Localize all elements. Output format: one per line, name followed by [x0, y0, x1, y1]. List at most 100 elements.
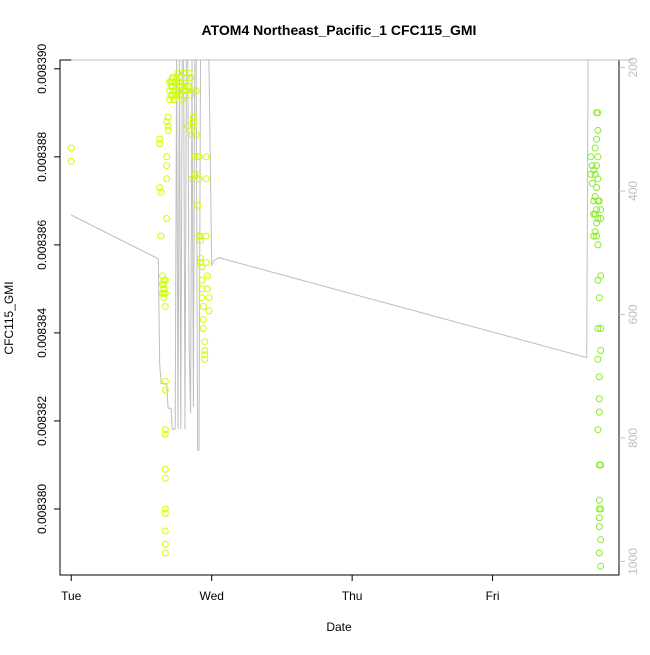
data-point — [161, 505, 169, 513]
data-point — [157, 232, 165, 240]
data-point — [597, 206, 605, 214]
data-point — [593, 219, 600, 227]
data-point — [189, 122, 197, 130]
data-point — [198, 294, 206, 302]
data-point — [161, 474, 169, 482]
data-point — [163, 153, 171, 161]
plot-frame — [59, 59, 620, 576]
data-point — [198, 276, 206, 284]
data-point — [201, 347, 209, 354]
data-point — [593, 162, 600, 170]
data-point — [161, 465, 169, 473]
data-point — [161, 426, 169, 434]
data-point — [597, 562, 605, 570]
data-point — [597, 347, 605, 354]
data-point — [597, 536, 605, 544]
data-point — [161, 276, 169, 284]
data-point — [593, 206, 600, 214]
data-point — [593, 184, 600, 192]
data-point — [180, 87, 188, 95]
data-point — [163, 215, 171, 222]
x-tick-label: Wed — [199, 589, 223, 603]
data-point — [201, 355, 209, 363]
data-point — [199, 303, 207, 310]
data-point — [204, 272, 211, 280]
data-point — [185, 69, 193, 77]
line-layer — [70, 59, 633, 451]
x-tick-label: Tue — [61, 589, 82, 603]
data-point — [593, 232, 600, 240]
data-point — [595, 549, 603, 557]
data-point — [197, 237, 204, 244]
data-point — [160, 285, 168, 293]
data-point — [161, 377, 169, 385]
data-point — [587, 153, 595, 161]
data-point — [201, 338, 209, 346]
data-point — [597, 505, 605, 513]
data-point — [188, 131, 196, 139]
data-point — [161, 527, 169, 535]
data-point — [594, 241, 602, 249]
data-point — [161, 289, 169, 297]
data-point — [181, 82, 189, 90]
data-point — [205, 307, 213, 315]
data-point — [594, 126, 602, 134]
data-point — [163, 162, 171, 170]
data-point — [204, 285, 211, 293]
data-point — [170, 96, 178, 104]
data-point — [594, 276, 602, 284]
data-point — [161, 509, 169, 517]
data-point — [597, 272, 605, 280]
pressure-line — [70, 59, 633, 451]
chart-title: ATOM4 Northeast_Pacific_1 CFC115_GMI — [202, 22, 477, 38]
data-point — [591, 144, 599, 152]
data-point — [168, 91, 176, 99]
y-tick-label: 0.008384 — [35, 308, 49, 358]
data-point — [191, 153, 199, 161]
data-point — [161, 386, 169, 394]
data-point — [594, 109, 602, 117]
data-point — [588, 162, 596, 170]
x-tick-label: Thu — [342, 589, 363, 603]
data-point — [198, 263, 206, 271]
data-point — [163, 175, 171, 183]
data-point — [594, 215, 602, 222]
y-tick-label: 0.008388 — [35, 131, 49, 181]
axis-layer: Tue Wed Thu Fri 0.008380 0.008382 0.008384 0.00… — [35, 43, 640, 603]
data-point — [199, 316, 207, 324]
right-tick-label: 800 — [626, 428, 640, 448]
data-point — [157, 188, 165, 196]
data-point — [192, 87, 200, 95]
data-point — [161, 549, 169, 557]
data-point — [164, 113, 172, 121]
data-point — [597, 325, 605, 332]
right-tick-label: 400 — [626, 181, 640, 201]
data-point — [156, 140, 164, 148]
data-point — [197, 254, 204, 262]
data-point — [67, 144, 75, 152]
data-point — [164, 122, 172, 130]
data-point — [202, 259, 210, 266]
data-point — [594, 325, 602, 332]
y-tick-label: 0.008390 — [35, 43, 49, 93]
data-point — [161, 303, 169, 310]
data-point — [591, 228, 599, 236]
data-point — [67, 157, 75, 165]
data-point — [189, 113, 197, 121]
data-point — [164, 126, 172, 134]
data-point — [171, 78, 179, 86]
data-point — [588, 179, 596, 187]
x-axis-label: Date — [326, 620, 352, 634]
data-point — [156, 135, 164, 143]
data-point — [594, 153, 602, 161]
data-point — [202, 175, 210, 183]
data-point — [595, 373, 603, 381]
data-point — [189, 87, 197, 95]
data-point — [194, 170, 202, 178]
data-point — [595, 395, 603, 403]
data-point — [191, 170, 199, 178]
y-tick-label: 0.008382 — [35, 396, 49, 446]
right-tick-label: 600 — [626, 304, 640, 324]
y-tick-label: 0.008380 — [35, 484, 49, 534]
